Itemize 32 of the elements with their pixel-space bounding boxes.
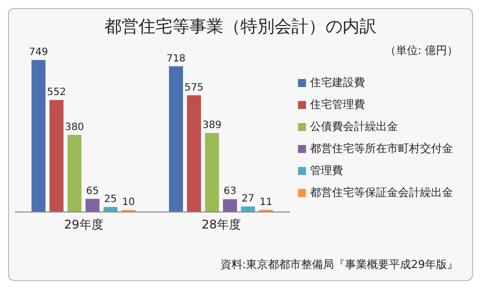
data-label: 25 — [104, 194, 117, 205]
bar — [50, 100, 64, 212]
data-label: 11 — [260, 196, 272, 208]
data-label: 575 — [184, 82, 204, 94]
legend-label: 住宅建設費 — [310, 76, 365, 89]
data-label: 380 — [64, 122, 84, 133]
x-tick-label: 28年度 — [202, 218, 241, 232]
bar — [223, 199, 237, 212]
legend-label: 住宅管理費 — [310, 98, 365, 111]
legend-label: 公債費会計繰出金 — [310, 120, 398, 133]
x-tick-label: 29年度 — [64, 218, 104, 232]
bar — [241, 206, 255, 212]
data-label: 10 — [122, 196, 135, 208]
legend-label: 都営住宅等保証金会計繰出金 — [310, 186, 453, 199]
data-label: 65 — [86, 186, 99, 197]
bar — [187, 95, 201, 212]
bar — [169, 66, 183, 212]
data-label: 718 — [166, 53, 186, 64]
legend-label: 都営住宅等所在市町村交付金 — [310, 142, 453, 155]
chart-title: 都営住宅等事業（特別会計）の内訳 — [104, 16, 378, 38]
data-label: 749 — [28, 47, 48, 58]
data-label: 27 — [242, 194, 254, 205]
bar — [32, 60, 46, 212]
legend-label: 管理費 — [310, 164, 343, 177]
text: 資料:東京都都市整備局『事業概要平成29年版』 — [220, 257, 458, 272]
data-label: 552 — [46, 86, 66, 98]
data-label: 63 — [224, 186, 236, 198]
bar — [68, 134, 82, 212]
bar — [86, 198, 100, 212]
data-label: 389 — [202, 120, 222, 132]
bar — [205, 133, 219, 212]
text: （単位: 億円） — [384, 43, 458, 58]
